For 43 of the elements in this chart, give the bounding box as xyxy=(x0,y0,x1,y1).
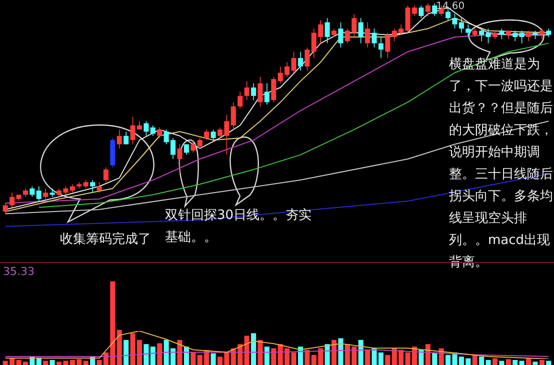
bar xyxy=(338,338,344,365)
bar xyxy=(291,352,296,365)
bar xyxy=(532,362,538,365)
bar xyxy=(358,340,364,365)
bar xyxy=(324,344,330,365)
bar xyxy=(144,344,149,365)
bar xyxy=(546,360,552,365)
bar xyxy=(271,348,276,365)
bar xyxy=(304,350,310,365)
bar xyxy=(43,360,48,365)
bar xyxy=(499,360,504,365)
bar xyxy=(539,360,544,365)
bar xyxy=(472,354,478,365)
bar xyxy=(190,352,196,365)
bar xyxy=(244,336,250,365)
annotation: 14.60 xyxy=(436,0,466,14)
bar xyxy=(486,360,491,365)
bar xyxy=(526,358,532,365)
bar xyxy=(479,356,484,365)
bar xyxy=(519,360,524,365)
bar xyxy=(512,360,518,365)
bar xyxy=(365,350,370,365)
bar xyxy=(264,346,270,365)
bar xyxy=(425,344,430,365)
bar xyxy=(83,360,88,365)
text: 收集筹码完成了 xyxy=(60,232,151,247)
bar xyxy=(506,359,511,365)
bar xyxy=(251,333,256,365)
bar xyxy=(124,340,129,365)
bar xyxy=(331,340,337,365)
bar xyxy=(492,358,498,365)
bar xyxy=(432,352,438,365)
candlestick xyxy=(76,182,82,188)
bar xyxy=(150,346,156,365)
bar xyxy=(50,360,55,365)
bar xyxy=(177,340,182,365)
bar xyxy=(385,354,390,365)
bar xyxy=(116,330,122,365)
bar xyxy=(258,340,263,365)
bar xyxy=(157,343,162,365)
bar xyxy=(418,350,424,365)
bar xyxy=(210,353,216,365)
text: 35.33 xyxy=(3,264,36,279)
